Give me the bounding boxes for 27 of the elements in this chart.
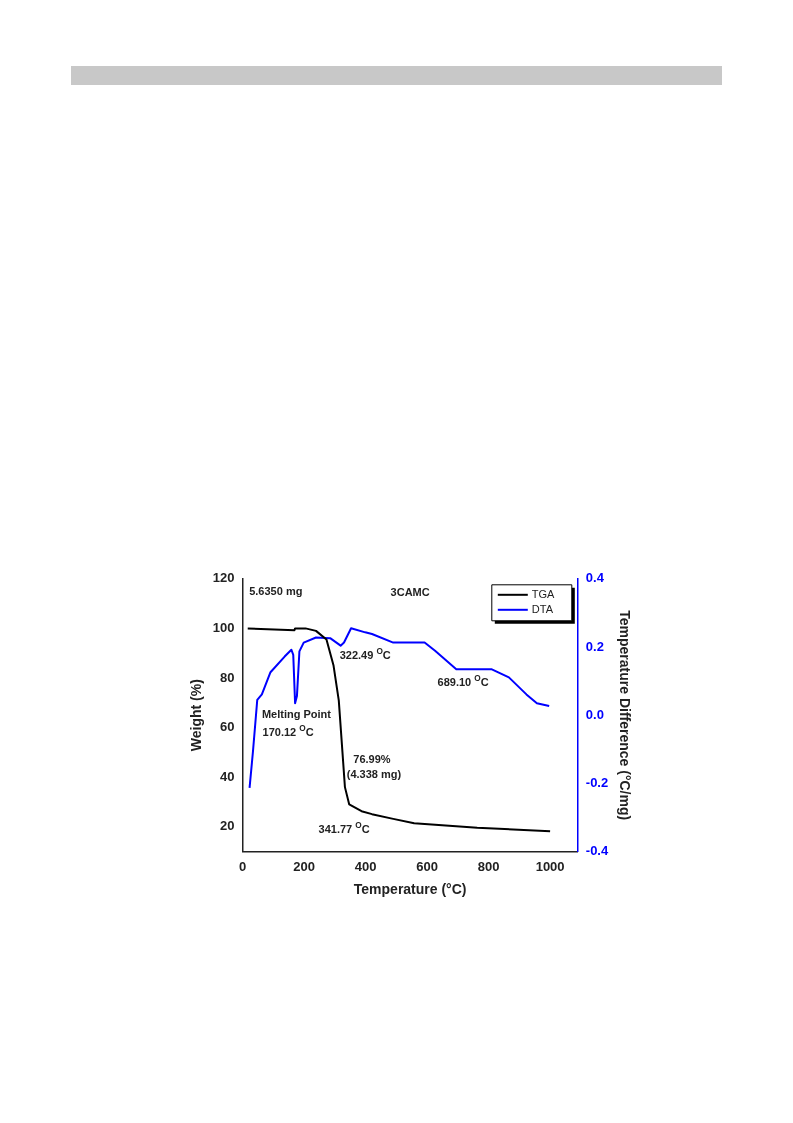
x-tick-label: 1000 (535, 858, 565, 874)
y-tick-label: 20 (220, 818, 235, 834)
x-tick-label: 800 (477, 858, 500, 874)
y-tick-label: 60 (220, 719, 235, 735)
annotation: (4.338 mg) (346, 767, 402, 780)
y2-tick-label: 0.0 (585, 706, 604, 722)
y2-tick-label: -0.2 (585, 774, 609, 790)
legend-label: TGA (531, 587, 556, 600)
text: 3CAMC (390, 585, 430, 598)
y2-tick-label: 0.2 (585, 638, 604, 654)
y-tick-label: 80 (220, 669, 235, 685)
x-tick-label: 400 (354, 858, 377, 874)
annotation: 76.99% (353, 752, 391, 765)
x-tick-label: 0 (238, 858, 247, 874)
y2-tick-label: -0.4 (585, 843, 609, 859)
annotation: 5.6350 mg (249, 585, 303, 598)
y2-axis-title: Temperature Difference (°C/mg) (616, 610, 633, 821)
y-tick-label: 120 (212, 570, 235, 586)
annotation: Melting Point (261, 708, 332, 721)
y-axis-title: Weight (%) (188, 679, 205, 752)
y2-tick-label: 0.4 (585, 570, 605, 586)
y-tick-label: 100 (212, 619, 235, 635)
x-tick-label: 600 (416, 858, 438, 874)
y-tick-label: 40 (220, 768, 235, 784)
x-axis-title: Temperature (°C) (353, 881, 467, 898)
legend-label: DTA (531, 602, 554, 615)
x-tick-label: 200 (293, 858, 315, 874)
